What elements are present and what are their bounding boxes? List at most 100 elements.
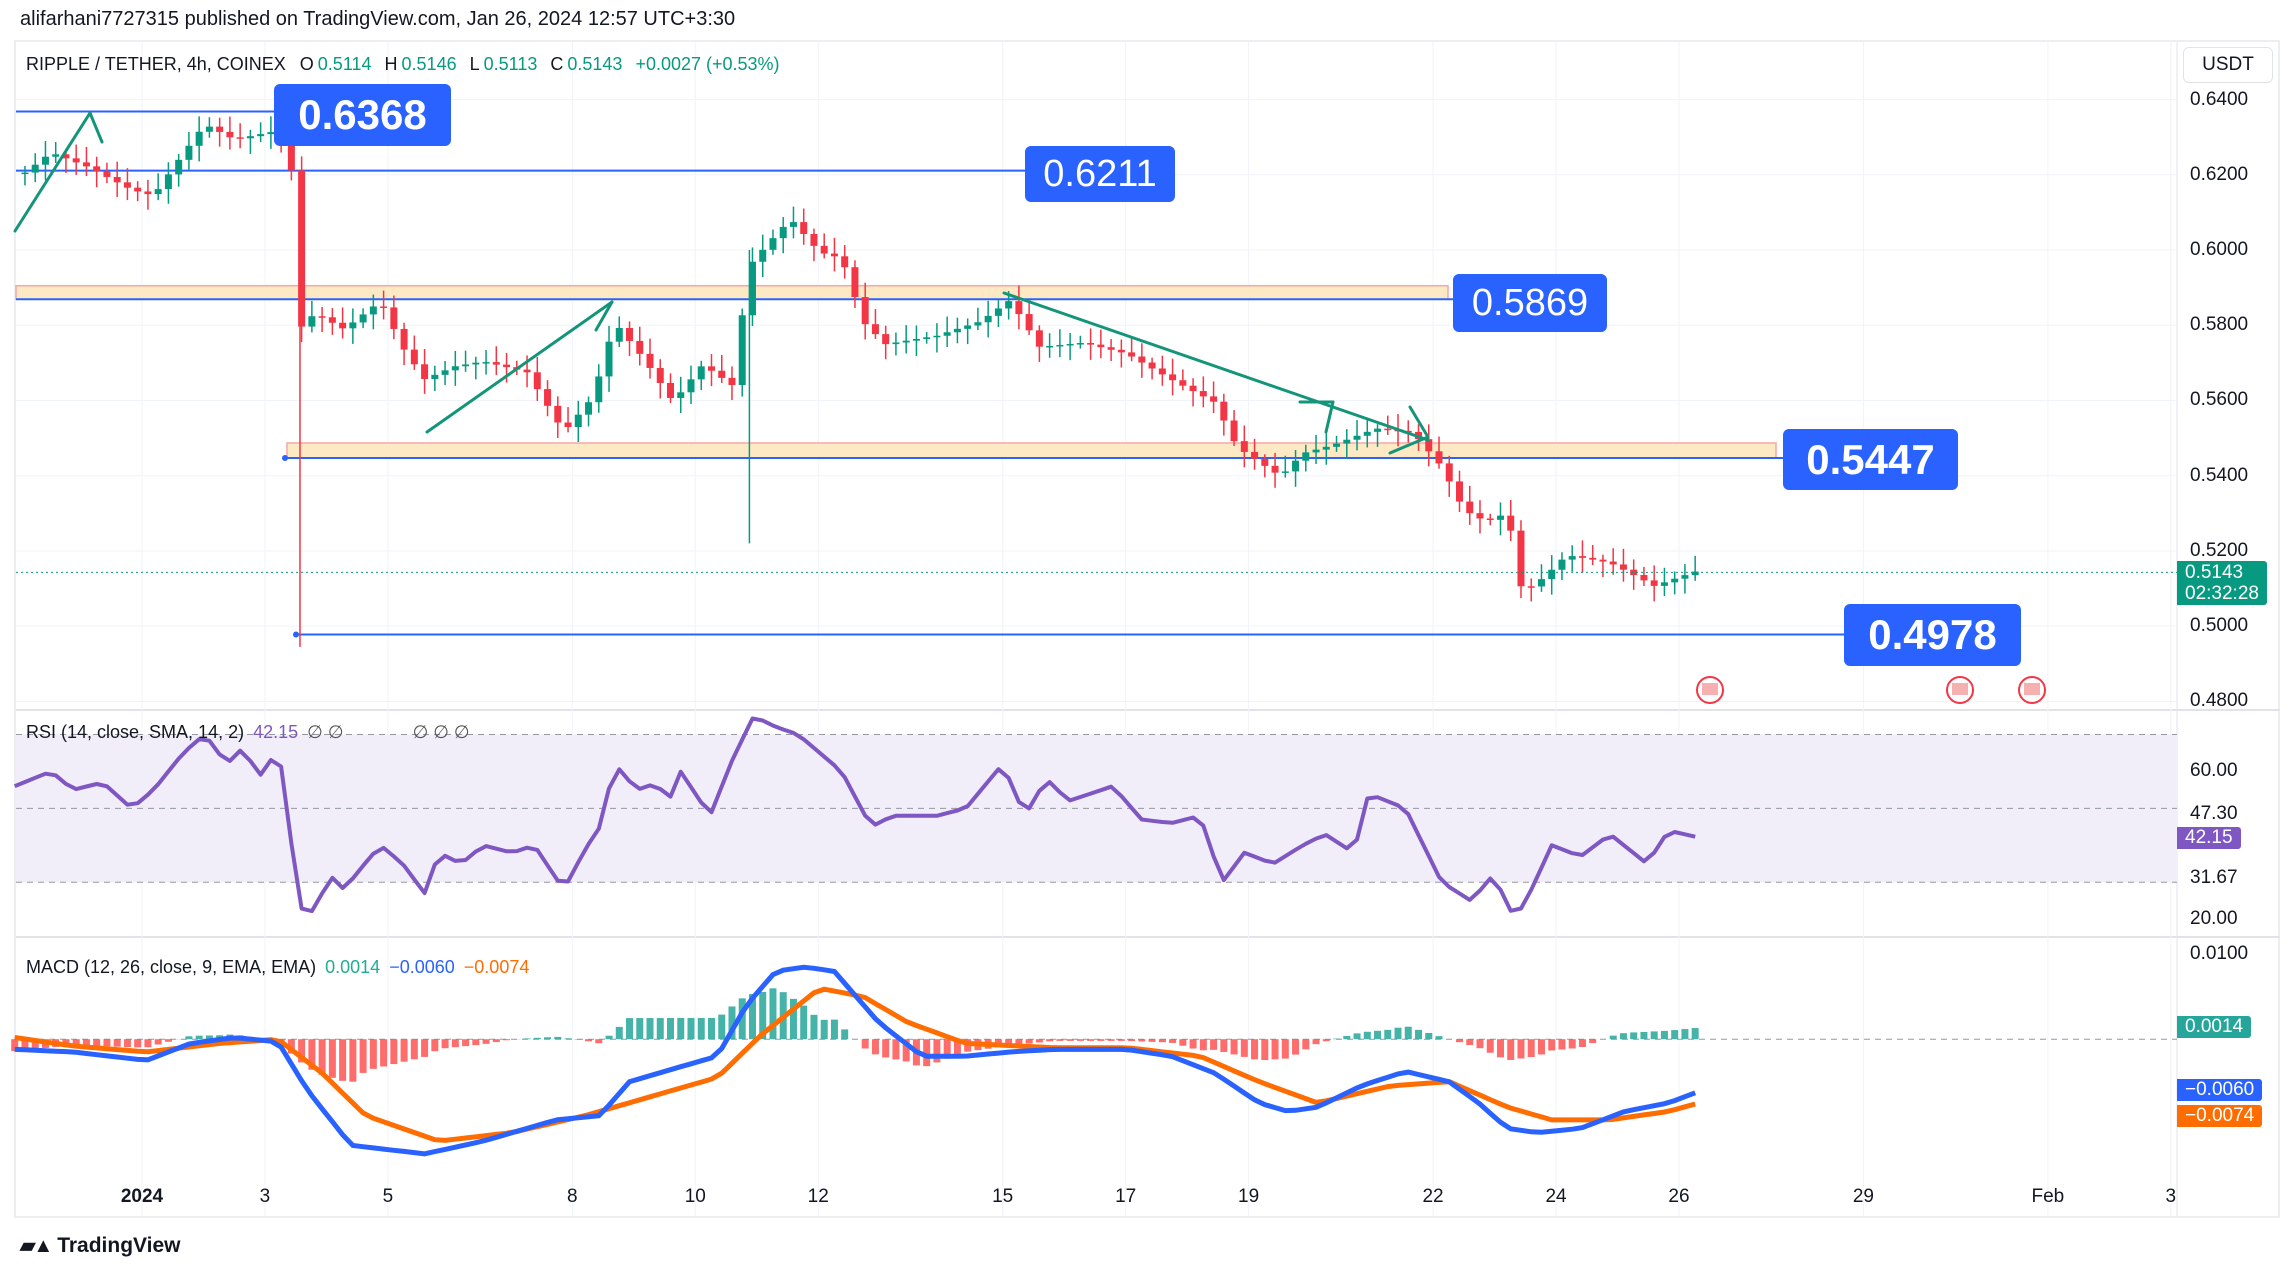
candle-body (1619, 564, 1627, 570)
macd-histogram-bar (718, 1014, 726, 1040)
candle-body (1363, 431, 1371, 436)
macd-histogram-bar (1343, 1035, 1351, 1040)
candle-body (1015, 301, 1023, 315)
candle-body (1230, 420, 1238, 442)
trend-line (1002, 291, 1430, 442)
candle-body (1046, 345, 1054, 348)
candle-body (615, 327, 623, 342)
macd-histogram-bar (1640, 1031, 1648, 1040)
macd-histogram-bar (748, 994, 756, 1040)
macd-histogram-bar (195, 1035, 203, 1040)
candle-body (1445, 463, 1453, 482)
candle-body (410, 349, 418, 365)
chart-frame (14, 40, 2280, 1218)
macd-histogram-bar (810, 1014, 818, 1040)
macd-histogram-bar (1486, 1039, 1494, 1053)
candle-body (257, 134, 265, 137)
level-label-3[interactable]: 0.5447 (1783, 429, 1958, 490)
macd-histogram-bar (533, 1037, 541, 1040)
macd-histogram-bar (503, 1039, 511, 1041)
macd-histogram-bar (1128, 1039, 1136, 1042)
candle-body (605, 341, 613, 377)
candle-body (1158, 368, 1166, 375)
macd-histogram-bar (1240, 1039, 1248, 1057)
level-label-4[interactable]: 0.4978 (1844, 604, 2021, 666)
candle-body (472, 362, 480, 365)
candle-body (810, 233, 818, 246)
macd-histogram-bar (769, 988, 777, 1040)
macd-histogram-bar (1312, 1039, 1320, 1045)
macd-histogram-bar (441, 1039, 449, 1049)
macd-histogram-bar (1302, 1039, 1310, 1050)
candle-body (421, 364, 429, 379)
level-label-2[interactable]: 0.5869 (1453, 274, 1607, 332)
trend-line (425, 300, 614, 434)
time-axis-label: 19 (1238, 1186, 1260, 1207)
candle-body (1343, 439, 1351, 444)
macd-histogram-bar (1415, 1029, 1423, 1040)
candle-body (390, 307, 398, 329)
candle-body (564, 422, 572, 427)
candle-body (1271, 465, 1279, 473)
candle-body (1609, 561, 1617, 565)
macd-histogram-bar (1056, 1039, 1064, 1041)
macd-histogram-bar (472, 1039, 480, 1046)
tradingview-logo[interactable]: ▰▲ TradingView (20, 1233, 181, 1258)
price-axis-label: 0.5400 (2190, 464, 2249, 486)
time-axis-label: 22 (1422, 1186, 1444, 1207)
macd-histogram-bar (626, 1018, 634, 1040)
macd-histogram-bar (1394, 1027, 1402, 1040)
candle-body (1599, 559, 1607, 562)
close-value: 0.5143 (567, 54, 623, 74)
macd-histogram-bar (595, 1039, 603, 1044)
macd-histogram-bar (1015, 1039, 1023, 1045)
price-axis-label: 0.6000 (2190, 238, 2249, 260)
candle-body (72, 158, 80, 163)
time-axis-label: 24 (1545, 1186, 1567, 1207)
bar-countdown: 02:32:28 (2185, 583, 2259, 604)
candle-body (93, 166, 101, 172)
level-label-1[interactable]: 0.6211 (1025, 146, 1175, 202)
candle-body (544, 389, 552, 406)
price-axis-label: 0.5600 (2190, 389, 2249, 411)
macd-hist-badge: 0.0014 (2177, 1016, 2252, 1038)
currency-button[interactable]: USDT (2183, 47, 2273, 83)
macd-legend: MACD (12, 26, close, 9, EMA, EMA) 0.0014… (26, 957, 533, 978)
candle-body (677, 392, 685, 398)
candle-body (943, 332, 951, 336)
macd-histogram-bar (820, 1019, 828, 1040)
macd-histogram-bar (585, 1039, 593, 1042)
macd-histogram-bar (1496, 1039, 1504, 1058)
rsi-badge: 42.15 (2177, 827, 2241, 849)
macd-histogram-bar (1169, 1039, 1177, 1043)
publish-info: alifarhani7727315 published on TradingVi… (20, 8, 736, 30)
candle-body (728, 377, 736, 385)
macd-histogram-bar (1435, 1036, 1443, 1040)
candle-body (1568, 556, 1576, 560)
candle-body (52, 154, 60, 157)
candle-body (533, 372, 541, 390)
candle-body (1107, 347, 1115, 350)
level-label-0[interactable]: 0.6368 (274, 84, 451, 146)
time-axis-label: 3 (2165, 1186, 2177, 1207)
macd-histogram-bar (1578, 1039, 1586, 1047)
close-label: C (550, 54, 564, 74)
candle-body (1220, 401, 1228, 421)
candle-body (1517, 530, 1525, 587)
macd-histogram-bar (11, 1039, 19, 1052)
level-anchor (282, 455, 288, 462)
macd-histogram-bar (1619, 1033, 1627, 1040)
candle-body (1486, 518, 1494, 520)
candle-body (1148, 362, 1156, 369)
macd-histogram-bar (697, 1017, 705, 1040)
macd-title[interactable]: MACD (12, 26, close, 9, EMA, EMA) (26, 957, 317, 977)
macd-histogram-bar (1537, 1039, 1545, 1055)
macd-line (14, 964, 1697, 1157)
symbol-title[interactable]: RIPPLE / TETHER, 4h, COINEX (26, 54, 286, 74)
rsi-na-values-2: ∅ ∅ ∅ (412, 722, 470, 742)
macd-histogram-bar (1507, 1039, 1515, 1060)
candle-body (492, 362, 500, 365)
rsi-title[interactable]: RSI (14, close, SMA, 14, 2) (26, 722, 245, 742)
macd-histogram-bar (1138, 1039, 1146, 1042)
